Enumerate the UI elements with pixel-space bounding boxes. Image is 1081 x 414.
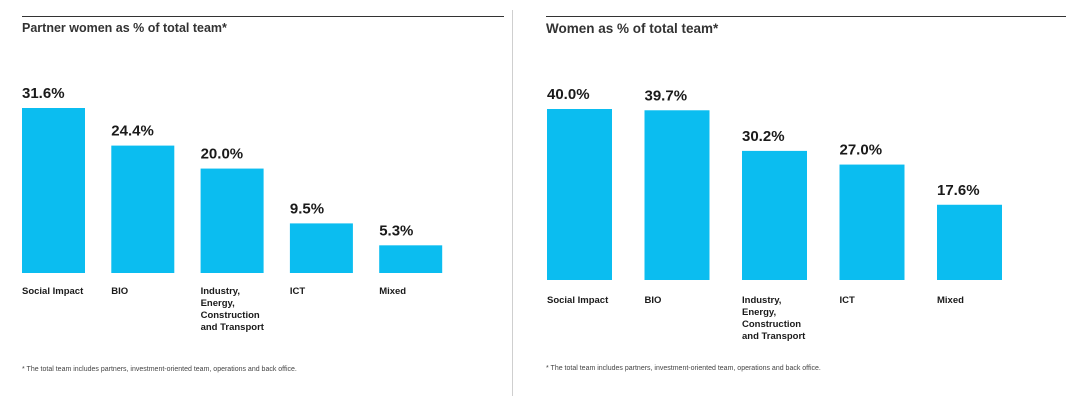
category-label-line: Industry, <box>201 286 240 297</box>
title-rule <box>22 16 504 17</box>
bar-0 <box>547 109 612 280</box>
bar-3 <box>839 164 905 280</box>
category-label-line: Mixed <box>937 295 964 306</box>
category-label-line: ICT <box>290 286 306 297</box>
right-chart-title: Women as % of total team* <box>546 21 719 36</box>
bar-4 <box>937 204 1002 280</box>
value-label-2: 20.0% <box>201 146 244 163</box>
value-label-1: 39.7% <box>645 87 688 104</box>
category-label-2: Industry, Energy, Construction and Transpor… <box>742 295 806 342</box>
category-label-line: Social Impact <box>22 286 84 297</box>
value-label-3: 9.5% <box>290 200 324 217</box>
value-label-4: 5.3% <box>379 222 413 239</box>
category-label-line: Mixed <box>379 286 406 297</box>
value-label-1: 24.4% <box>111 123 154 140</box>
category-label-line: and Transport <box>201 322 265 333</box>
category-label-line: Construction <box>201 310 260 321</box>
bar-1 <box>644 110 710 280</box>
category-label-4: Mixed <box>937 295 964 306</box>
category-label-line: Energy, <box>201 298 235 309</box>
panel-divider <box>512 10 513 396</box>
value-label-3: 27.0% <box>840 142 883 159</box>
left-chart-title: Partner women as % of total team* <box>22 21 227 35</box>
value-label-0: 31.6% <box>22 85 65 102</box>
category-label-1: BIO <box>111 286 128 297</box>
category-label-line: ICT <box>840 295 856 306</box>
left-chart-panel: Partner women as % of total team* 31.6% S… <box>22 0 504 414</box>
category-label-line: Industry, <box>742 295 781 306</box>
right-bar-chart: 40.0% Social Impact 39.7% BIO 30.2% Industry,… <box>547 86 1002 342</box>
category-label-0: Social Impact <box>22 286 84 297</box>
left-footnote: * The total team includes partners, inve… <box>22 366 297 373</box>
bar-2 <box>742 150 807 280</box>
category-label-0: Social Impact <box>547 295 609 306</box>
value-label-2: 30.2% <box>742 128 785 145</box>
value-label-4: 17.6% <box>937 182 980 199</box>
value-label-0: 40.0% <box>547 86 590 103</box>
category-label-line: Social Impact <box>547 295 609 306</box>
bar-3 <box>289 223 353 273</box>
category-label-4: Mixed <box>379 286 406 297</box>
category-label-1: BIO <box>645 295 662 306</box>
bar-2 <box>200 168 264 273</box>
right-footnote: * The total team includes partners, inve… <box>546 365 821 372</box>
category-label-line: Construction <box>742 319 801 330</box>
category-label-line: Energy, <box>742 307 776 318</box>
category-label-line: and Transport <box>742 331 806 342</box>
category-label-2: Industry, Energy, Construction and Transpor… <box>201 286 265 333</box>
category-label-3: ICT <box>840 295 856 306</box>
left-bar-chart: 31.6% Social Impact 24.4% BIO 20.0% Industry,… <box>22 85 443 333</box>
category-label-3: ICT <box>290 286 306 297</box>
title-rule <box>546 16 1066 17</box>
bar-0 <box>22 108 85 273</box>
category-label-line: BIO <box>645 295 662 306</box>
category-label-line: BIO <box>111 286 128 297</box>
bar-1 <box>111 145 175 273</box>
bar-4 <box>379 245 443 273</box>
right-chart-panel: Women as % of total team* 40.0% Social Im… <box>546 0 1066 414</box>
